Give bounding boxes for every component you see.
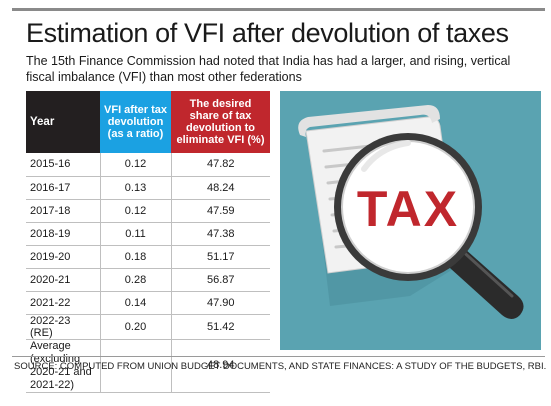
source-note: SOURCE: COMPUTED FROM UNION BUDGET DOCUM… bbox=[14, 361, 547, 372]
cell-desired-share: 47.90 bbox=[170, 291, 270, 315]
top-rule bbox=[12, 8, 545, 11]
cell-desired-share: 47.38 bbox=[170, 222, 270, 246]
table-row: 2021-22 0.14 47.90 bbox=[26, 291, 270, 315]
cell-year: 2019-20 bbox=[26, 245, 100, 269]
cell-year: 2017-18 bbox=[26, 199, 100, 223]
table-row: 2015-16 0.12 47.82 bbox=[26, 153, 270, 177]
table-row: 2016-17 0.13 48.24 bbox=[26, 176, 270, 200]
table-row: 2017-18 0.12 47.59 bbox=[26, 199, 270, 223]
header-year: Year bbox=[26, 91, 100, 153]
cell-vfi-ratio: 0.14 bbox=[99, 291, 171, 315]
table-row: 2022-23 (RE) 0.20 51.42 bbox=[26, 314, 270, 340]
vfi-table: Year VFI after tax devolution (as a rati… bbox=[26, 91, 270, 393]
cell-vfi-ratio: 0.11 bbox=[99, 222, 171, 246]
cell-vfi-ratio: 0.13 bbox=[99, 176, 171, 200]
cell-average-share: 48.94 bbox=[170, 339, 270, 393]
cell-desired-share: 47.59 bbox=[170, 199, 270, 223]
cell-desired-share: 51.42 bbox=[170, 314, 270, 340]
cell-vfi-ratio: 0.18 bbox=[99, 245, 171, 269]
tax-illustration: TAX bbox=[280, 91, 541, 350]
cell-vfi-ratio: 0.12 bbox=[99, 199, 171, 223]
cell-vfi-ratio: 0.12 bbox=[99, 153, 171, 177]
cell-desired-share: 51.17 bbox=[170, 245, 270, 269]
cell-year: 2018-19 bbox=[26, 222, 100, 246]
cell-vfi-ratio: 0.28 bbox=[99, 268, 171, 292]
cell-year: 2021-22 bbox=[26, 291, 100, 315]
cell-year: 2022-23 (RE) bbox=[26, 314, 100, 340]
tax-text: TAX bbox=[357, 181, 459, 237]
table-header-row: Year VFI after tax devolution (as a rati… bbox=[26, 91, 270, 153]
cell-desired-share: 47.82 bbox=[170, 153, 270, 177]
header-vfi-ratio: VFI after tax devolution (as a ratio) bbox=[100, 91, 171, 153]
table-row: 2020-21 0.28 56.87 bbox=[26, 268, 270, 292]
table-row: 2018-19 0.11 47.38 bbox=[26, 222, 270, 246]
cell-year: 2020-21 bbox=[26, 268, 100, 292]
subtitle: The 15th Finance Commission had noted th… bbox=[26, 54, 511, 84]
magnifier-over-receipt-icon: TAX bbox=[298, 105, 524, 319]
table-row-average: Average (excluding 2020-21 and 2021-22) 4… bbox=[26, 339, 270, 393]
table-row: 2019-20 0.18 51.17 bbox=[26, 245, 270, 269]
page-title: Estimation of VFI after devolution of ta… bbox=[26, 18, 509, 48]
cell-average-vfi bbox=[99, 339, 171, 393]
cell-year: 2016-17 bbox=[26, 176, 100, 200]
cell-desired-share: 48.24 bbox=[170, 176, 270, 200]
cell-desired-share: 56.87 bbox=[170, 268, 270, 292]
table-body: 2015-16 0.12 47.82 2016-17 0.13 48.24 2017-18 0… bbox=[26, 153, 270, 393]
header-desired-share: The desired share of tax devolution to e… bbox=[171, 91, 270, 153]
cell-year: 2015-16 bbox=[26, 153, 100, 177]
bottom-rule bbox=[12, 356, 545, 357]
cell-average-label: Average (excluding 2020-21 and 2021-22) bbox=[26, 339, 100, 393]
cell-vfi-ratio: 0.20 bbox=[99, 314, 171, 340]
